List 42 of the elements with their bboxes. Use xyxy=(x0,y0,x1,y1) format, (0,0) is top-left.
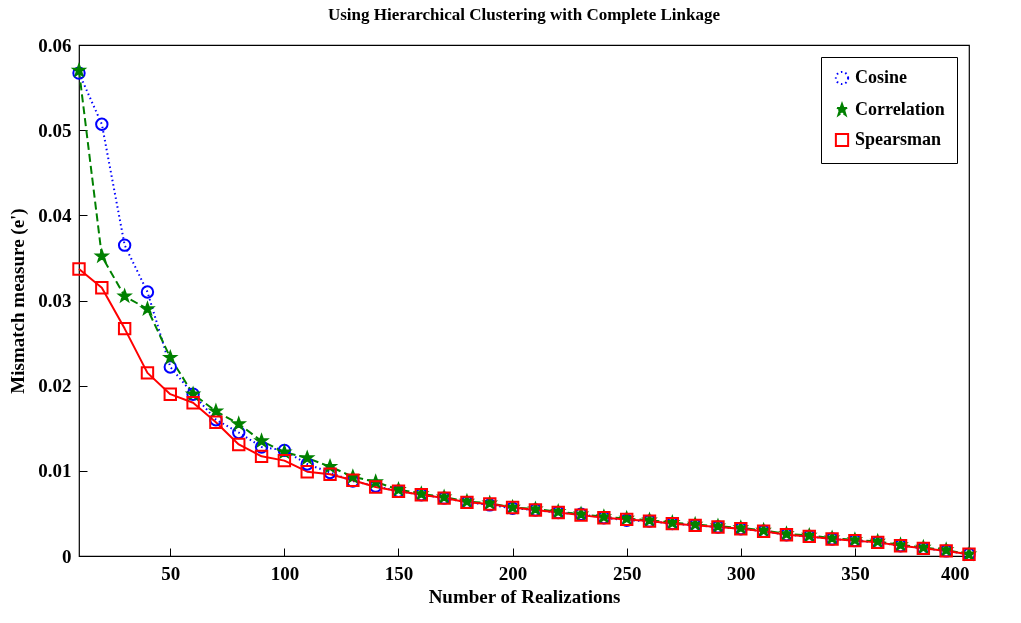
point xyxy=(163,350,177,364)
x-tick-label: 50 xyxy=(161,562,181,584)
y-tick-label: 0.03 xyxy=(38,290,72,311)
point xyxy=(300,464,314,479)
point xyxy=(140,366,155,380)
x-tick-label: 150 xyxy=(384,562,414,584)
x-tick-label: 250 xyxy=(612,562,642,584)
point xyxy=(140,285,155,299)
y-tick-label: 0.05 xyxy=(38,119,72,141)
point xyxy=(300,451,314,464)
point xyxy=(254,449,269,464)
point xyxy=(117,238,132,252)
y-tick-label: 0.04 xyxy=(38,204,72,226)
x-axis-title: Number of Realizations xyxy=(428,585,621,607)
y-tick-label: 0.02 xyxy=(38,375,72,397)
x-tick-label: 100 xyxy=(270,562,300,584)
point xyxy=(232,417,246,430)
point xyxy=(232,425,246,440)
x-tick-label: 200 xyxy=(498,562,528,584)
point xyxy=(95,281,109,295)
point xyxy=(186,396,200,410)
point xyxy=(95,117,109,131)
x-tick-label: 400 xyxy=(941,562,970,584)
point xyxy=(254,440,269,454)
point xyxy=(117,321,132,336)
chart-title: Using Hierarchical Clustering with Complete Linkage xyxy=(327,5,721,24)
x-tick-label: 300 xyxy=(727,562,756,584)
point xyxy=(72,262,86,276)
y-tick-label: 0.01 xyxy=(38,460,72,482)
point xyxy=(232,437,246,452)
point xyxy=(163,387,177,401)
point xyxy=(163,360,177,374)
point xyxy=(277,453,292,468)
point xyxy=(72,66,86,80)
y-axis-title: Mismatch measure (e') xyxy=(7,208,30,394)
legend-label: Spearsman xyxy=(855,129,942,149)
x-tick-label: 350 xyxy=(841,562,870,584)
y-tick-label: 0 xyxy=(62,545,72,567)
legend-label: Correlation xyxy=(855,99,945,119)
y-tick-label: 0.06 xyxy=(38,34,72,56)
point xyxy=(300,457,314,471)
legend-label: Cosine xyxy=(855,67,908,87)
